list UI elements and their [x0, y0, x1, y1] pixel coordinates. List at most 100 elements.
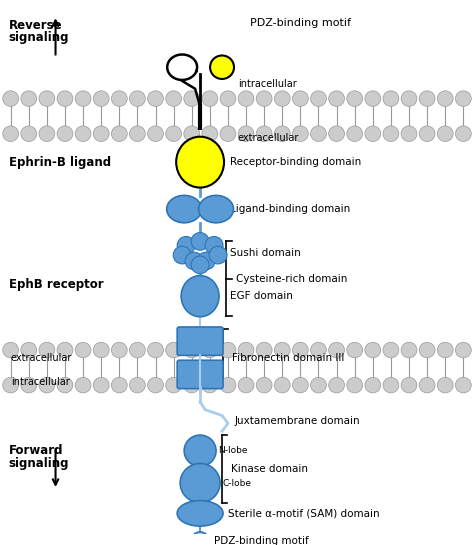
Circle shape: [328, 91, 345, 106]
Circle shape: [401, 342, 417, 358]
Circle shape: [256, 377, 272, 393]
Circle shape: [21, 126, 36, 142]
Text: signaling: signaling: [9, 457, 69, 470]
Circle shape: [21, 377, 36, 393]
Circle shape: [180, 463, 220, 502]
Text: PDZ-binding motif: PDZ-binding motif: [250, 19, 351, 28]
FancyBboxPatch shape: [177, 327, 223, 355]
Text: PDZ-binding motif: PDZ-binding motif: [214, 536, 309, 545]
Circle shape: [166, 126, 182, 142]
Circle shape: [438, 91, 453, 106]
Circle shape: [39, 342, 55, 358]
Circle shape: [75, 377, 91, 393]
Circle shape: [365, 91, 381, 106]
Circle shape: [202, 91, 218, 106]
Circle shape: [274, 342, 290, 358]
Circle shape: [419, 91, 435, 106]
Circle shape: [184, 126, 200, 142]
Circle shape: [310, 91, 327, 106]
Circle shape: [401, 126, 417, 142]
Circle shape: [147, 91, 164, 106]
Circle shape: [401, 377, 417, 393]
Circle shape: [147, 342, 164, 358]
Circle shape: [365, 377, 381, 393]
Ellipse shape: [176, 137, 224, 187]
Circle shape: [75, 126, 91, 142]
Circle shape: [202, 342, 218, 358]
Circle shape: [39, 91, 55, 106]
Text: Kinase domain: Kinase domain: [231, 464, 308, 474]
Text: Ligand-binding domain: Ligand-binding domain: [230, 204, 350, 214]
Circle shape: [220, 342, 236, 358]
Text: Ephrin-B ligand: Ephrin-B ligand: [9, 156, 111, 168]
Circle shape: [238, 91, 254, 106]
Circle shape: [39, 377, 55, 393]
Circle shape: [111, 377, 127, 393]
Circle shape: [220, 91, 236, 106]
Circle shape: [191, 233, 209, 250]
Circle shape: [274, 91, 290, 106]
Text: intracellular: intracellular: [11, 377, 69, 387]
Circle shape: [75, 342, 91, 358]
Circle shape: [3, 126, 18, 142]
Circle shape: [456, 91, 471, 106]
Circle shape: [347, 91, 363, 106]
Circle shape: [129, 126, 146, 142]
Ellipse shape: [177, 501, 223, 526]
Circle shape: [57, 126, 73, 142]
Circle shape: [220, 126, 236, 142]
Circle shape: [438, 342, 453, 358]
Ellipse shape: [167, 196, 201, 223]
Text: Reverse: Reverse: [9, 19, 62, 32]
Circle shape: [328, 377, 345, 393]
Circle shape: [365, 126, 381, 142]
Circle shape: [209, 246, 227, 264]
Circle shape: [274, 126, 290, 142]
Ellipse shape: [199, 196, 234, 223]
Circle shape: [3, 342, 18, 358]
Circle shape: [256, 126, 272, 142]
Circle shape: [177, 237, 195, 254]
Circle shape: [21, 91, 36, 106]
Circle shape: [184, 377, 200, 393]
Text: intracellular: intracellular: [238, 79, 297, 89]
Circle shape: [75, 91, 91, 106]
Circle shape: [21, 342, 36, 358]
Circle shape: [129, 342, 146, 358]
Circle shape: [347, 342, 363, 358]
Text: Sterile α-motif (SAM) domain: Sterile α-motif (SAM) domain: [228, 508, 380, 518]
Circle shape: [184, 342, 200, 358]
Circle shape: [129, 377, 146, 393]
Text: extracellular: extracellular: [238, 132, 300, 143]
Circle shape: [383, 377, 399, 393]
Circle shape: [147, 377, 164, 393]
Circle shape: [419, 126, 435, 142]
Circle shape: [57, 377, 73, 393]
Circle shape: [347, 126, 363, 142]
Text: EGF domain: EGF domain: [230, 291, 293, 301]
Circle shape: [328, 126, 345, 142]
Text: EphB receptor: EphB receptor: [9, 278, 103, 291]
Circle shape: [57, 91, 73, 106]
Circle shape: [292, 91, 308, 106]
Circle shape: [202, 126, 218, 142]
Circle shape: [292, 126, 308, 142]
Circle shape: [238, 342, 254, 358]
Circle shape: [292, 342, 308, 358]
Circle shape: [166, 91, 182, 106]
Circle shape: [191, 532, 209, 545]
Circle shape: [383, 91, 399, 106]
Text: Sushi domain: Sushi domain: [230, 248, 301, 258]
Circle shape: [456, 377, 471, 393]
Circle shape: [292, 377, 308, 393]
Text: Forward: Forward: [9, 444, 63, 457]
Circle shape: [438, 126, 453, 142]
Circle shape: [205, 237, 223, 254]
Circle shape: [173, 246, 191, 264]
Text: Cysteine-rich domain: Cysteine-rich domain: [236, 274, 347, 283]
Circle shape: [383, 342, 399, 358]
Circle shape: [347, 377, 363, 393]
Circle shape: [111, 342, 127, 358]
Circle shape: [210, 56, 234, 79]
Circle shape: [274, 377, 290, 393]
